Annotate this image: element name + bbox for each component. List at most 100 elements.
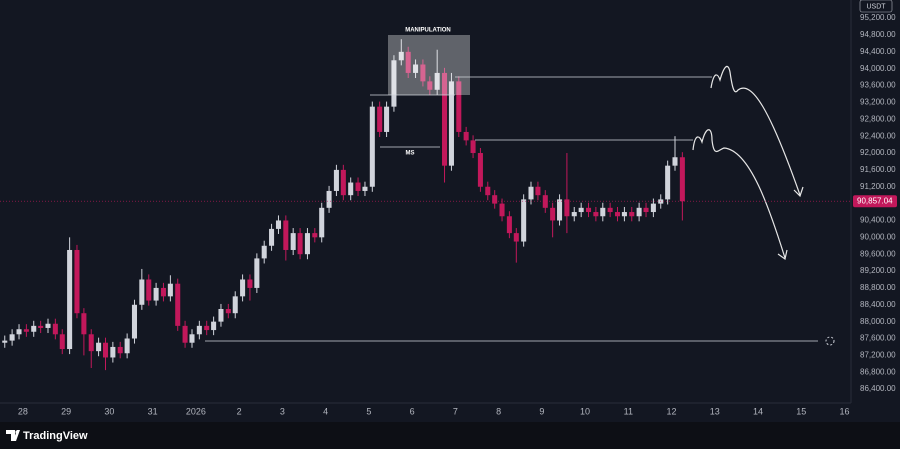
candle-body (88, 334, 94, 352)
x-tick-label: 29 (61, 406, 71, 416)
x-tick-label: 6 (410, 406, 415, 416)
y-tick-label: 87,600.00 (860, 334, 896, 343)
x-tick-label: 15 (796, 406, 806, 416)
annotations: MANIPULATION MS (205, 28, 835, 346)
candle-body (2, 340, 8, 343)
candle-body (384, 106, 390, 132)
candle-body (607, 207, 613, 213)
candle-body (240, 279, 246, 297)
candle-body (269, 228, 275, 246)
candles (2, 39, 685, 371)
candle-body (23, 329, 29, 332)
x-tick-label: 14 (753, 406, 763, 416)
x-tick-label: 2 (237, 406, 242, 416)
candle-body (297, 233, 303, 255)
x-tick-label: 30 (104, 406, 114, 416)
candle-body (146, 279, 152, 301)
projection-arrow (692, 129, 786, 259)
candle-body (175, 283, 181, 326)
candle-body (463, 131, 469, 141)
candle-body (564, 199, 570, 217)
x-tick-label: 9 (539, 406, 544, 416)
candle-body (225, 308, 231, 314)
y-tick-label: 94,000.00 (860, 64, 896, 73)
projection-arrow (710, 65, 801, 196)
candle-body (420, 64, 426, 82)
candle-body (261, 245, 267, 259)
candle-body (355, 182, 361, 191)
y-tick-label: 90,400.00 (860, 216, 896, 225)
candle-body (442, 72, 448, 166)
candle-body (593, 212, 599, 217)
x-tick-label: 16 (840, 406, 850, 416)
candle-body (131, 304, 138, 339)
candle-body (326, 190, 332, 208)
annotation-label: MS (406, 151, 415, 157)
y-tick-label: 86,800.00 (860, 367, 896, 376)
candle-body (189, 334, 195, 343)
candle-body (485, 186, 491, 196)
candle-body (218, 308, 224, 322)
candle-body (211, 321, 217, 331)
x-tick-label: 4 (323, 406, 328, 416)
y-tick-label: 91,200.00 (860, 182, 896, 191)
candle-body (67, 249, 73, 350)
logo: TradingView (6, 430, 88, 442)
candle-body (204, 325, 210, 331)
x-tick-label: 28 (18, 406, 28, 416)
manipulation-box (388, 35, 470, 95)
currency-box (859, 0, 893, 13)
candle-body (499, 203, 505, 217)
y-tick-label: 94,400.00 (860, 47, 896, 56)
x-tick-label: 13 (710, 406, 720, 416)
candle-body (377, 106, 383, 132)
candle-body (528, 186, 534, 200)
footer-bar (0, 422, 900, 449)
y-tick-label: 93,600.00 (860, 81, 896, 90)
x-tick-label: 31 (148, 406, 158, 416)
candle-body (629, 212, 635, 217)
x-tick-label: 2026 (186, 406, 206, 416)
candle-body (102, 342, 109, 358)
candle-body (513, 233, 519, 242)
candle-body (557, 199, 563, 221)
candle-body (413, 64, 419, 73)
y-tick-label: 92,000.00 (860, 148, 896, 157)
candle-body (340, 169, 346, 196)
candle-body (535, 186, 541, 196)
candle-body (304, 233, 310, 255)
y-tick-label: 95,200.00 (860, 13, 896, 22)
candle-body (182, 325, 188, 343)
candle-body (110, 346, 116, 358)
candle-body (636, 207, 642, 217)
candle-body (16, 329, 22, 335)
candle-body (571, 212, 577, 217)
candle-body (96, 342, 102, 352)
x-tick-label: 3 (280, 406, 285, 416)
candle-body (45, 323, 51, 328)
candle-body (477, 153, 483, 187)
y-tick-label: 89,200.00 (860, 266, 896, 275)
candle-body (542, 195, 548, 208)
candle-body (448, 81, 454, 166)
x-tick-label: 8 (496, 406, 501, 416)
candle-body (434, 72, 440, 90)
candle-body (74, 249, 80, 314)
candle-body (160, 287, 166, 297)
y-tick-label: 88,400.00 (860, 300, 896, 309)
candle-body (319, 207, 325, 238)
candle-body (427, 81, 433, 90)
candle-body (247, 279, 253, 288)
candle-body (9, 334, 15, 341)
x-tick-label: 11 (624, 406, 633, 416)
candle-body (550, 207, 556, 221)
candle-body (52, 323, 58, 335)
candle-body (492, 195, 498, 204)
y-tick-label: 88,000.00 (860, 317, 896, 326)
y-tick-label: 86,400.00 (860, 384, 896, 393)
x-tick-label: 5 (366, 406, 371, 416)
candle-body (167, 283, 173, 297)
candle-body (59, 334, 65, 350)
x-tick-label: 10 (580, 406, 590, 416)
